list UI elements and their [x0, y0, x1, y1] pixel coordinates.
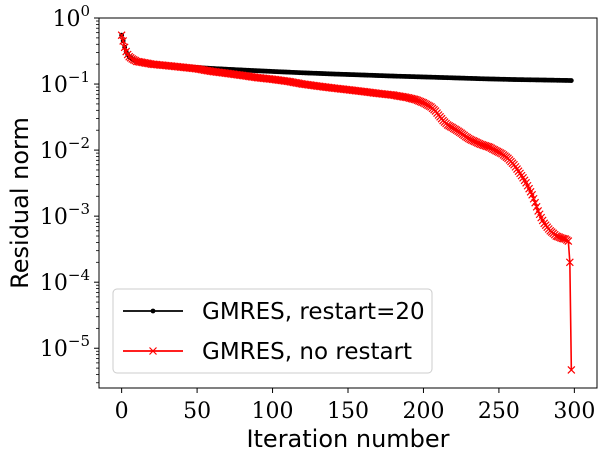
- y-tick-label: 10−3: [40, 200, 90, 230]
- data-point-dot-marker: [150, 308, 156, 314]
- y-tick-label: 10−4: [40, 266, 90, 296]
- series-1: [119, 32, 574, 83]
- x-tick-label: 300: [553, 399, 595, 424]
- x-tick-label: 100: [252, 399, 294, 424]
- data-point-x-marker: [404, 93, 413, 102]
- series-layer: [117, 31, 576, 374]
- y-tick-label: 10−2: [40, 134, 90, 164]
- data-point-x-marker: [564, 237, 573, 245]
- data-point-x-marker: [149, 347, 157, 355]
- y-axis-label: Residual norm: [6, 117, 34, 289]
- x-axis: 0 50 100 150 200 250 300: [115, 388, 595, 424]
- legend-label: GMRES, no restart: [202, 339, 412, 365]
- y-tick-label: 10−1: [40, 68, 90, 98]
- y-tick-label: 10−5: [40, 332, 90, 362]
- x-axis-label: Iteration number: [246, 425, 449, 453]
- x-tick-label: 200: [402, 399, 444, 424]
- data-point-x-marker: [117, 31, 126, 40]
- data-point-x-marker: [119, 36, 128, 45]
- legend-item-2: GMRES, no restart: [123, 339, 412, 365]
- data-point-x-marker: [402, 93, 411, 102]
- data-point-x-marker: [531, 198, 540, 207]
- legend-label: GMRES, restart=20: [202, 299, 425, 325]
- data-point-x-marker: [565, 258, 574, 267]
- x-tick-label: 250: [478, 399, 520, 424]
- legend: GMRES, restart=20 GMRES, no restart: [112, 288, 433, 374]
- legend-box: [112, 288, 433, 374]
- legend-item-1: GMRES, restart=20: [123, 299, 425, 325]
- data-point-x-marker: [567, 365, 576, 374]
- data-point-x-marker: [532, 202, 541, 211]
- y-axis: 100 10−1 10−2 10−3 10−4 10−5: [40, 2, 99, 384]
- data-point-dot-marker: [568, 78, 574, 83]
- y-tick-label: 100: [52, 2, 90, 32]
- data-point-x-marker: [558, 234, 567, 243]
- data-point-x-marker: [120, 43, 129, 52]
- legend-items: GMRES, restart=20 GMRES, no restart: [123, 299, 425, 365]
- x-tick-label: 150: [327, 399, 369, 424]
- x-tick-label: 0: [115, 399, 129, 424]
- data-point-x-marker: [407, 94, 416, 103]
- x-tick-label: 50: [183, 399, 211, 424]
- data-point-x-marker: [408, 94, 417, 103]
- series-2: [117, 31, 576, 374]
- data-point-x-marker: [405, 94, 414, 103]
